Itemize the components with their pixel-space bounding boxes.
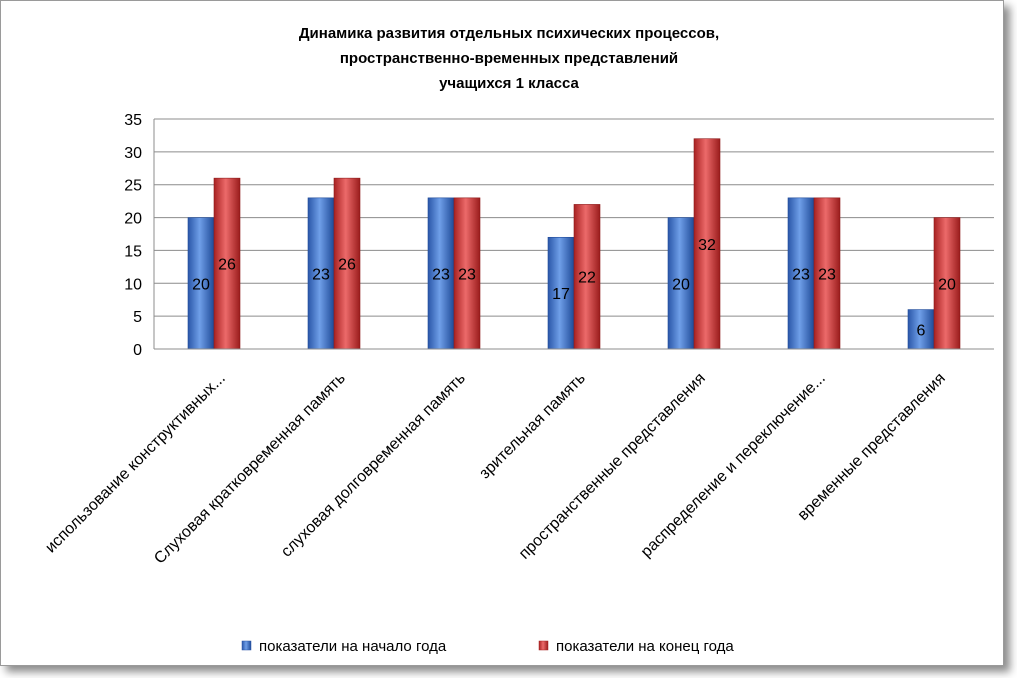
data-label: 23 bbox=[818, 266, 836, 283]
y-axis-tick-labels: 0 5 10 15 20 25 30 35 bbox=[124, 112, 142, 359]
x-category-label: Слуховая кратковременная память bbox=[151, 370, 349, 568]
data-label: 23 bbox=[432, 266, 450, 283]
data-label: 20 bbox=[938, 276, 956, 293]
data-label: 23 bbox=[312, 266, 330, 283]
y-tick-label: 0 bbox=[133, 342, 142, 359]
y-tick-label: 20 bbox=[124, 211, 142, 228]
y-tick-label: 15 bbox=[124, 243, 142, 260]
chart-frame: Динамика развития отдельных психических … bbox=[0, 0, 1004, 666]
x-category-label: распределение и переключение... bbox=[638, 370, 829, 561]
chart-title-line-3: учащихся 1 класса bbox=[439, 75, 579, 92]
x-axis-category-labels: использование конструктивных...Слуховая … bbox=[42, 370, 949, 568]
bar-chart: Динамика развития отдельных психических … bbox=[42, 25, 994, 655]
data-label: 20 bbox=[672, 276, 690, 293]
y-tick-label: 30 bbox=[124, 145, 142, 162]
bar-end-of-year bbox=[213, 177, 241, 350]
bar-end-of-year bbox=[813, 197, 841, 350]
bar-start-of-year bbox=[787, 197, 815, 350]
x-category-label: временные представления bbox=[795, 370, 949, 524]
data-label: 23 bbox=[458, 266, 476, 283]
legend-swatch-start bbox=[241, 640, 252, 651]
data-label: 22 bbox=[578, 270, 596, 287]
legend-swatch-end bbox=[538, 640, 549, 651]
bar-start-of-year bbox=[427, 197, 455, 350]
x-category-label: зрительная память bbox=[476, 370, 588, 482]
bars bbox=[187, 138, 961, 350]
data-labels: 20 26 23 26 23 23 17 22 20 32 23 23 6 20 bbox=[192, 237, 956, 339]
chart-title-line-2: пространственно-временных представлений bbox=[340, 50, 678, 67]
data-label: 20 bbox=[192, 276, 210, 293]
bar-end-of-year bbox=[573, 204, 601, 350]
y-tick-label: 25 bbox=[124, 178, 142, 195]
data-label: 26 bbox=[338, 257, 356, 274]
chart-title: Динамика развития отдельных психических … bbox=[299, 25, 719, 92]
data-label: 6 bbox=[917, 322, 926, 339]
x-category-label: пространственные представления bbox=[516, 370, 709, 563]
bar-start-of-year bbox=[907, 309, 935, 350]
bar-start-of-year bbox=[307, 197, 335, 350]
y-tick-label: 35 bbox=[124, 112, 142, 129]
y-tick-label: 10 bbox=[124, 276, 142, 293]
data-label: 23 bbox=[792, 266, 810, 283]
data-label: 17 bbox=[552, 286, 570, 303]
bar-end-of-year bbox=[933, 217, 961, 350]
bar-end-of-year bbox=[693, 138, 721, 350]
legend-label-start: показатели на начало года bbox=[259, 638, 447, 655]
y-tick-label: 5 bbox=[133, 309, 142, 326]
legend-label-end: показатели на конец года bbox=[556, 638, 734, 655]
chart-title-line-1: Динамика развития отдельных психических … bbox=[299, 25, 719, 42]
bar-end-of-year bbox=[333, 177, 361, 350]
data-label: 32 bbox=[698, 237, 716, 254]
legend: показатели на начало года показатели на … bbox=[241, 638, 734, 655]
x-category-label: слуховая долговременная память bbox=[278, 370, 469, 561]
data-label: 26 bbox=[218, 257, 236, 274]
bar-end-of-year bbox=[453, 197, 481, 350]
